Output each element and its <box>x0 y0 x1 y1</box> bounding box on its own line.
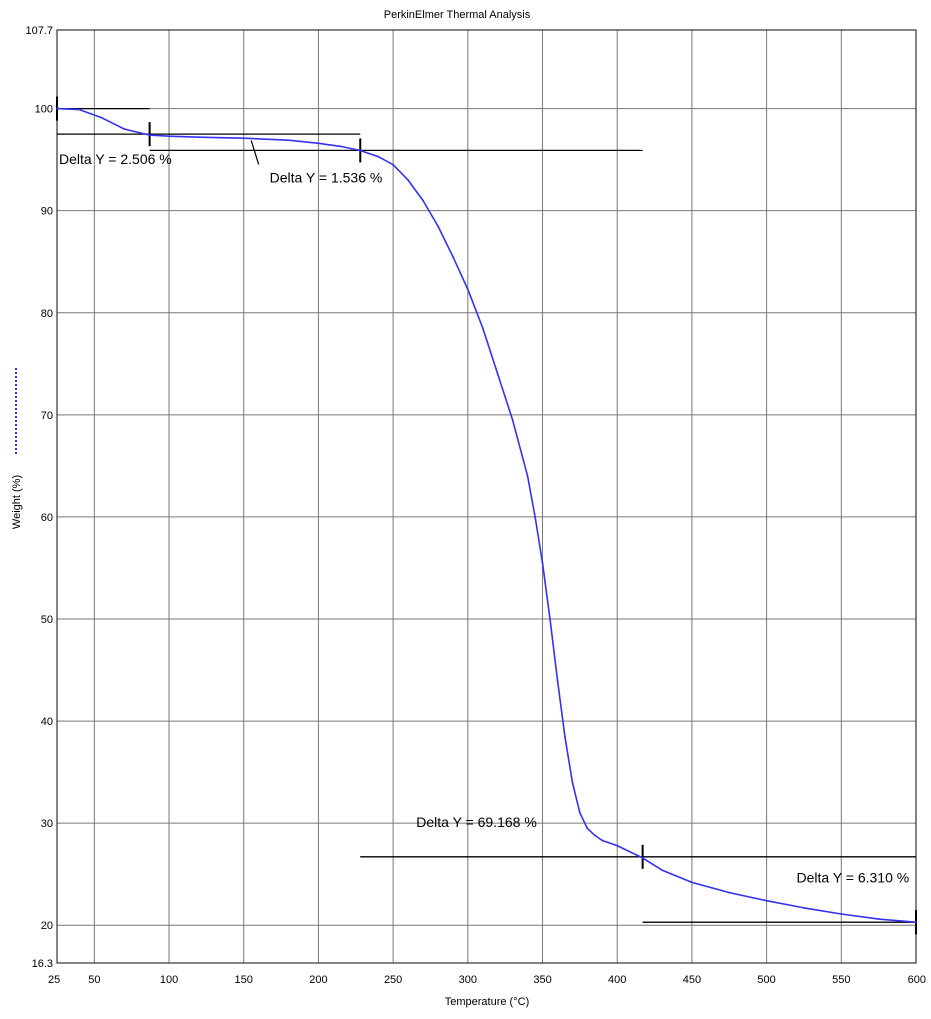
weight-data-point <box>564 735 566 738</box>
weight-data-point <box>877 918 880 921</box>
weight-data-point <box>691 881 693 884</box>
x-tick-label: 200 <box>309 974 327 986</box>
weight-data-point <box>451 255 454 258</box>
x-tick-label: 25 <box>48 974 60 986</box>
weight-data-point <box>601 839 604 842</box>
weight-data-point <box>377 155 380 158</box>
weight-data-point <box>100 116 103 119</box>
weight-data-point <box>198 136 200 139</box>
weight-data-point <box>511 419 514 421</box>
weight-data-point <box>840 913 843 915</box>
x-tick-label: 300 <box>459 974 477 986</box>
weight-data-point <box>578 812 581 814</box>
x-tick-label: 550 <box>832 974 850 986</box>
weight-data-point <box>437 225 439 227</box>
x-tick-label: 450 <box>683 974 701 986</box>
x-tick-label: 600 <box>908 974 926 986</box>
weight-data-point <box>392 163 395 166</box>
y-tick-label: 80 <box>41 308 53 320</box>
weight-data-point <box>466 288 469 291</box>
weight-data-point <box>123 128 126 130</box>
y-tick-label: 107.7 <box>25 25 53 37</box>
weight-data-point <box>593 834 596 837</box>
x-tick-label: 150 <box>235 974 253 986</box>
weight-data-point <box>541 561 544 564</box>
weight-data-point <box>78 108 81 111</box>
delta-y-label: Delta Y = 1.536 % <box>270 169 383 185</box>
x-tick-label: 500 <box>757 974 775 986</box>
weight-data-point <box>407 179 409 181</box>
weight-data-point <box>586 827 589 830</box>
weight-data-point <box>765 899 768 902</box>
y-tick-label: 70 <box>41 410 53 422</box>
weight-data-point <box>242 137 245 140</box>
weight-data-point <box>661 869 663 872</box>
weight-data-point <box>56 107 58 110</box>
weight-data-point <box>168 135 170 138</box>
y-tick-label: 60 <box>41 512 53 524</box>
weight-data-point <box>571 781 574 784</box>
y-tick-label: 90 <box>41 206 53 218</box>
weight-data-point <box>148 134 151 137</box>
weight-data-point <box>422 199 424 202</box>
x-axis-title: Temperature (°C) <box>445 996 529 1008</box>
grid-layer <box>56 29 917 964</box>
weight-data-point <box>534 516 536 518</box>
weight-data-point <box>317 142 320 145</box>
delta-y-label: Delta Y = 69.168 % <box>416 814 537 830</box>
x-tick-label: 400 <box>608 974 626 986</box>
chart-title: PerkinElmer Thermal Analysis <box>384 9 531 21</box>
series-layer <box>56 107 917 924</box>
y-axis-title: Weight (%) <box>11 475 23 529</box>
y-tick-label: 16.3 <box>32 958 53 970</box>
weight-data-point <box>556 679 559 682</box>
x-tick-label: 50 <box>88 974 100 986</box>
weight-data-point <box>915 921 917 924</box>
x-tick-label: 250 <box>384 974 402 986</box>
delta-y-label: Delta Y = 6.310 % <box>796 869 909 885</box>
weight-data-point <box>728 891 731 894</box>
weight-data-point <box>549 618 551 620</box>
delta-y-label: Delta Y = 2.506 % <box>59 151 172 167</box>
plot-frame <box>56 29 917 964</box>
delta-y-leader-line <box>250 140 260 165</box>
weight-data-point <box>481 327 484 329</box>
annotation-layer: Delta Y = 2.506 % Delta Y = 1.536 % Delta … <box>56 96 917 935</box>
x-tick-label: 350 <box>533 974 551 986</box>
weight-data-point <box>359 149 362 152</box>
weight-data-point <box>339 145 342 148</box>
weight-data-point <box>616 844 619 847</box>
weight-data-point <box>496 373 499 375</box>
weight-data-point <box>526 475 529 477</box>
weight-data-point <box>287 139 290 142</box>
weight-data-point <box>641 856 644 859</box>
weight-data-point <box>803 906 805 909</box>
y-tick-label: 30 <box>41 818 53 830</box>
y-tick-label: 40 <box>41 716 53 728</box>
y-tick-label: 50 <box>41 614 53 626</box>
tick-layer: 25 50 100 150 200 250 300 350 400 450 500 550 600 16.… <box>25 25 926 986</box>
y-tick-label: 100 <box>35 104 53 116</box>
x-tick-label: 100 <box>160 974 178 986</box>
y-tick-label: 20 <box>41 920 53 932</box>
